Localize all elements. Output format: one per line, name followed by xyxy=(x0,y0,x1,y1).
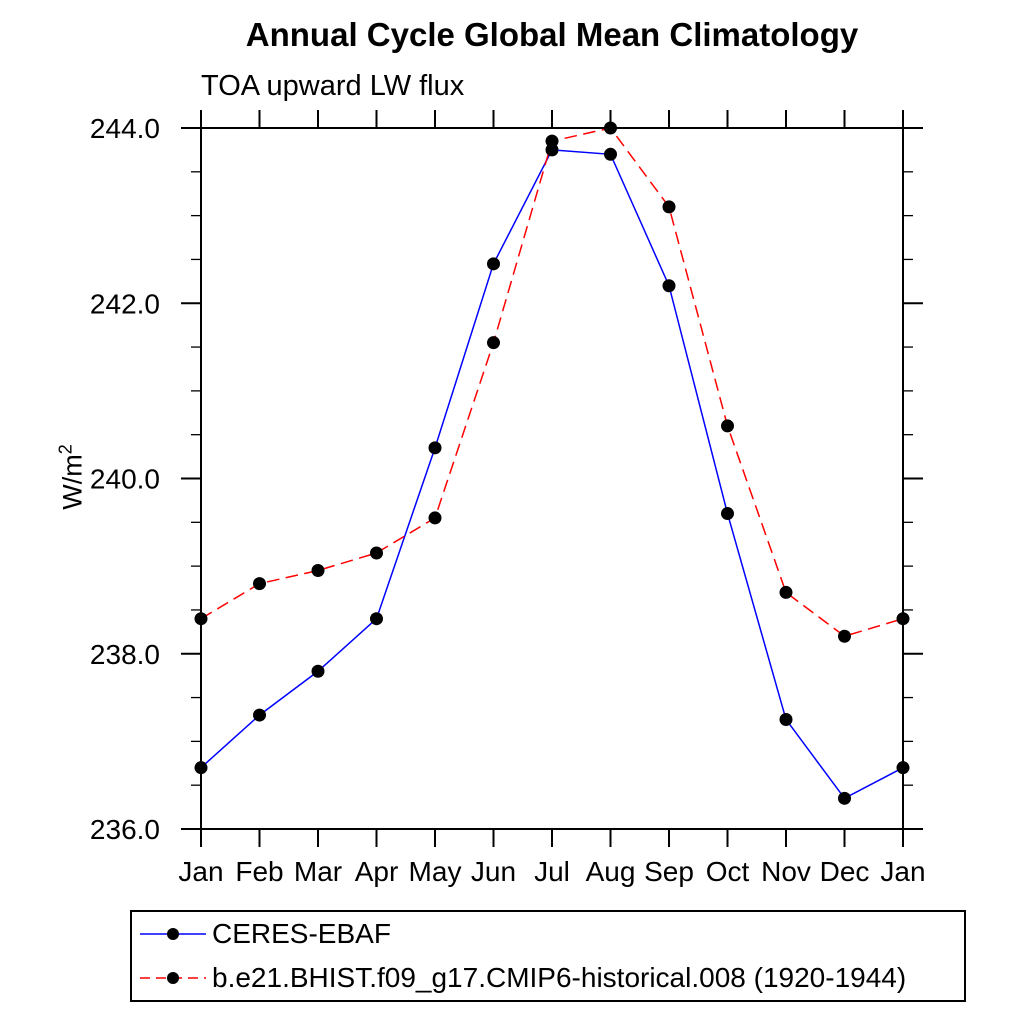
data-point-marker xyxy=(721,507,734,521)
data-point-marker xyxy=(838,791,851,805)
data-point-marker xyxy=(370,546,383,560)
data-point-marker xyxy=(604,121,617,135)
y-tick-label: 238.0 xyxy=(90,639,160,670)
y-tick-label: 244.0 xyxy=(90,113,160,144)
data-point-marker xyxy=(253,708,266,722)
data-point-marker xyxy=(779,585,793,599)
data-point-marker xyxy=(311,564,325,578)
legend-item-model: b.e21.BHIST.f09_g17.CMIP6-historical.008… xyxy=(138,957,964,999)
y-tick-label: 242.0 xyxy=(90,288,160,319)
series-line-dashed xyxy=(200,127,904,638)
x-tick-label: Nov xyxy=(761,856,811,887)
legend: CERES-EBAF b.e21.BHIST.f09_g17.CMIP6-his… xyxy=(130,910,966,1002)
legend-sample-marker xyxy=(167,971,179,984)
x-tick-label: Aug xyxy=(586,856,636,887)
data-point-marker xyxy=(896,612,910,626)
x-tick-label: Feb xyxy=(235,856,283,887)
data-point-marker xyxy=(896,761,910,775)
data-point-marker xyxy=(779,712,793,726)
x-tick-label: May xyxy=(409,856,462,887)
x-tick-label: Jul xyxy=(534,856,570,887)
data-point-marker xyxy=(662,200,676,214)
data-point-marker xyxy=(370,612,383,626)
x-tick-label: Mar xyxy=(294,856,342,887)
legend-line-sample-dashed xyxy=(140,971,206,984)
x-tick-label: Apr xyxy=(355,856,399,887)
data-point-marker xyxy=(721,419,734,433)
chart-subtitle: TOA upward LW flux xyxy=(201,70,465,102)
data-point-marker xyxy=(838,629,851,643)
x-tick-label: Jan xyxy=(178,856,223,887)
data-point-marker xyxy=(428,441,442,455)
data-point-marker xyxy=(545,134,559,148)
legend-label: CERES-EBAF xyxy=(212,918,391,950)
data-point-marker xyxy=(194,761,208,775)
data-point-marker xyxy=(662,279,676,293)
data-point-marker xyxy=(487,257,500,271)
plot-frame xyxy=(200,127,904,830)
series-line-solid xyxy=(200,149,904,800)
y-tick-label: 240.0 xyxy=(90,464,160,495)
x-tick-label: Sep xyxy=(644,856,694,887)
chart-title: Annual Cycle Global Mean Climatology xyxy=(245,16,859,53)
data-point-marker xyxy=(253,577,266,591)
data-point-marker xyxy=(194,612,208,626)
x-tick-label: Oct xyxy=(706,856,750,887)
legend-item-ceres-ebaf: CERES-EBAF xyxy=(138,913,964,955)
legend-sample-marker xyxy=(167,928,179,941)
y-tick-label: 236.0 xyxy=(90,814,160,845)
x-tick-label: Dec xyxy=(820,856,870,887)
data-point-marker xyxy=(604,147,617,161)
x-tick-label: Jun xyxy=(471,856,516,887)
data-point-marker xyxy=(487,336,500,350)
x-tick-label: Jan xyxy=(880,856,925,887)
data-point-marker xyxy=(428,511,442,525)
legend-label: b.e21.BHIST.f09_g17.CMIP6-historical.008… xyxy=(212,961,907,993)
legend-line-sample-solid xyxy=(140,928,206,941)
data-point-marker xyxy=(311,664,325,678)
